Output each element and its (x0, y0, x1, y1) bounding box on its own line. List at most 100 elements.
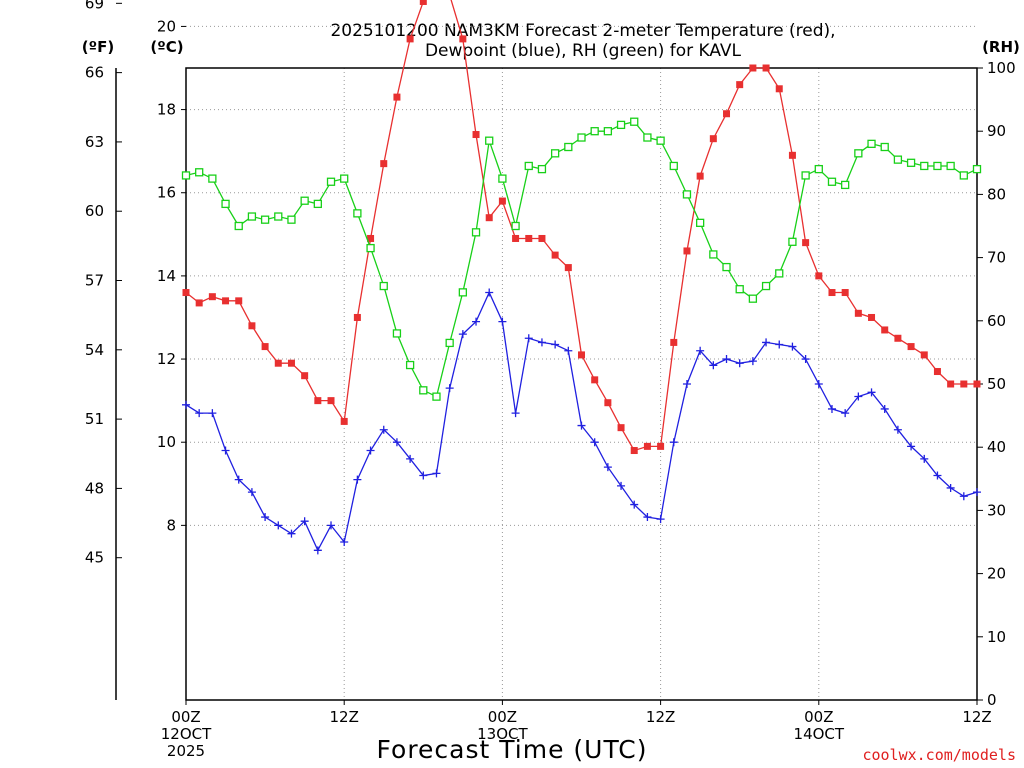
rh-point (722, 262, 731, 272)
dewpoint-point (564, 346, 573, 355)
rh-tick-label: 70 (987, 249, 1006, 267)
rh-point (485, 136, 494, 145)
chart-title-line-1: 2025101200 NAM3KM Forecast 2-meter Tempe… (330, 21, 835, 41)
2-meter-temperature-point (498, 197, 506, 205)
dewpoint-point (775, 340, 784, 349)
dewpoint-point (472, 317, 481, 326)
rh-point (682, 190, 692, 199)
dewpoint-point (327, 521, 336, 530)
2-meter-temperature-point (723, 110, 731, 118)
rh-point (814, 164, 823, 174)
dewpoint-point (893, 425, 902, 434)
rh-point (353, 209, 362, 218)
rh-point (524, 161, 533, 171)
dewpoint-point (511, 409, 520, 418)
dewpoint-point (445, 384, 454, 393)
rh-point (313, 199, 322, 209)
rh-tick-label: 20 (987, 565, 1006, 583)
2-meter-temperature-point (261, 343, 269, 351)
chart-title-line-2: Dewpoint (blue), RH (green) for KAVL (425, 41, 742, 61)
dewpoint-point (195, 409, 204, 418)
2-meter-temperature-point (248, 322, 256, 330)
celsius-tick-label: 10 (157, 433, 176, 451)
fahrenheit-tick-label: 51 (85, 410, 104, 428)
dewpoint-line (185, 290, 978, 552)
x-tick-label: 2025 (167, 742, 205, 760)
rh-point (392, 329, 402, 338)
dewpoint-point (748, 357, 757, 366)
fahrenheit-tick-label: 63 (85, 133, 104, 151)
dewpoint-point (603, 463, 612, 472)
rh-tick-label: 90 (987, 122, 1006, 140)
dewpoint-point (788, 342, 797, 351)
rh-point (366, 243, 375, 253)
2-meter-temperature-point (947, 380, 955, 388)
celsius-unit-label: (ºC) (150, 38, 183, 56)
dewpoint-point (762, 338, 771, 347)
2-meter-temperature-point (208, 293, 216, 301)
2-meter-temperature-point (472, 131, 480, 139)
fahrenheit-tick-label: 48 (85, 479, 104, 497)
dewpoint-point (524, 334, 533, 343)
2-meter-temperature-point (551, 251, 559, 259)
x-tick-label: 00Z (488, 708, 517, 726)
rh-point (405, 360, 415, 370)
dewpoint-point (643, 513, 652, 522)
rh-point (841, 180, 850, 190)
2-meter-temperature-point (353, 313, 361, 321)
rh-series (181, 117, 982, 401)
celsius-tick-label: 14 (157, 267, 176, 285)
2-meter-temperature-point (683, 247, 691, 255)
2-meter-temperature-point (907, 343, 915, 351)
dewpoint-point (854, 392, 863, 401)
2-meter-temperature-point (604, 399, 612, 407)
rh-tick-label: 60 (987, 312, 1006, 330)
rh-point (880, 142, 889, 152)
rh-point (195, 168, 204, 177)
dewpoint-point (300, 517, 309, 526)
dewpoint-point (801, 355, 810, 364)
rh-point (260, 215, 270, 224)
2-meter-temperature-point (709, 135, 717, 143)
x-tick-label: 00Z (804, 708, 833, 726)
rh-unit-label: (RH) (982, 38, 1020, 56)
2-meter-temperature-point (578, 351, 585, 359)
rh-point (603, 127, 613, 136)
rh-point (498, 174, 507, 183)
dewpoint-point (959, 492, 968, 501)
grid-layer (186, 25, 977, 700)
2-meter-temperature-point (380, 160, 388, 168)
celsius-tick-label: 12 (157, 350, 176, 368)
2-meter-temperature-point (538, 234, 546, 242)
dewpoint-series (182, 288, 981, 555)
dewpoint-point (709, 361, 718, 370)
rh-tick-label: 10 (987, 628, 1006, 646)
dewpoint-point (551, 340, 560, 349)
2-meter-temperature-point (591, 376, 599, 384)
rh-point (511, 221, 520, 231)
celsius-tick-label: 18 (157, 101, 176, 119)
rh-point (458, 288, 468, 297)
rh-tick-label: 40 (987, 438, 1006, 456)
2-meter-temperature-point (274, 359, 282, 367)
2-meter-temperature-point (762, 64, 770, 72)
2-meter-temperature-point (195, 299, 203, 307)
rh-point (893, 155, 903, 164)
rh-point (656, 136, 665, 145)
rh-point (300, 196, 309, 205)
dewpoint-point (696, 346, 705, 355)
rh-point (709, 250, 718, 259)
dewpoint-point (973, 488, 981, 497)
rh-tick-label: 30 (987, 501, 1006, 519)
credit-text: coolwx.com/models (862, 746, 1016, 764)
rh-point (564, 142, 573, 152)
rh-point (933, 161, 942, 171)
rh-point (550, 149, 560, 158)
dewpoint-point (617, 481, 626, 490)
rh-point (854, 149, 863, 158)
2-meter-temperature-point (617, 424, 625, 432)
rh-point (287, 215, 296, 224)
rh-point (577, 133, 586, 142)
rh-point (432, 392, 441, 401)
